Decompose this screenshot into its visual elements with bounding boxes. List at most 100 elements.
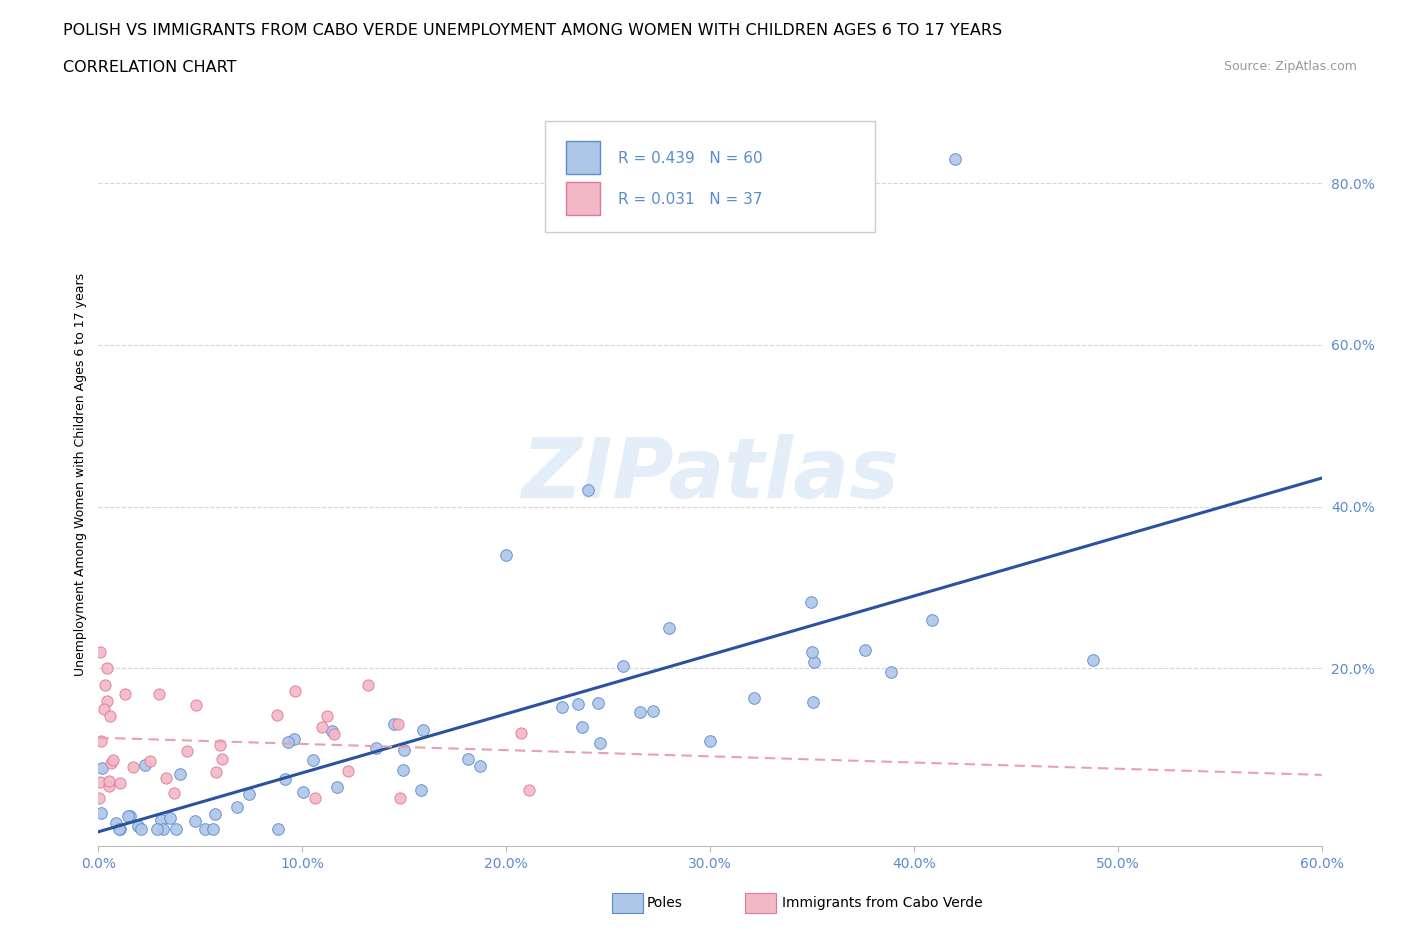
Point <box>145 822 167 837</box>
Point <box>880 665 903 680</box>
Point <box>589 735 612 750</box>
Point <box>387 717 409 732</box>
Point <box>150 812 173 827</box>
Point <box>89 774 111 789</box>
Point <box>468 759 491 774</box>
Point <box>274 771 297 786</box>
Point <box>205 764 228 779</box>
Point <box>163 786 186 801</box>
Point <box>641 703 664 718</box>
Point <box>301 752 323 767</box>
Point <box>658 620 681 635</box>
Point <box>97 779 120 794</box>
Point <box>382 716 405 731</box>
Point <box>148 686 170 701</box>
Point <box>943 152 966 166</box>
Point <box>226 799 249 814</box>
Point <box>311 720 333 735</box>
FancyBboxPatch shape <box>565 182 600 216</box>
Point <box>169 766 191 781</box>
Point <box>238 787 260 802</box>
Text: Immigrants from Cabo Verde: Immigrants from Cabo Verde <box>782 896 983 910</box>
Point <box>127 818 149 833</box>
Point <box>412 723 434 737</box>
Point <box>100 755 122 770</box>
Point <box>571 720 593 735</box>
Point <box>588 696 610 711</box>
Point <box>152 821 174 836</box>
Point <box>96 661 118 676</box>
Text: R = 0.439   N = 60: R = 0.439 N = 60 <box>619 151 763 166</box>
Point <box>204 807 226 822</box>
Point <box>291 784 314 799</box>
Point <box>321 724 343 738</box>
Point <box>284 684 307 698</box>
Point <box>211 752 233 767</box>
Point <box>96 693 118 708</box>
Point <box>628 705 651 720</box>
Text: Poles: Poles <box>647 896 683 910</box>
Point <box>315 708 337 723</box>
Point <box>517 782 540 797</box>
Point <box>90 760 112 775</box>
Point <box>277 735 299 750</box>
Point <box>742 691 765 706</box>
Text: ZIPatlas: ZIPatlas <box>522 433 898 515</box>
Text: POLISH VS IMMIGRANTS FROM CABO VERDE UNEMPLOYMENT AMONG WOMEN WITH CHILDREN AGES: POLISH VS IMMIGRANTS FROM CABO VERDE UNE… <box>63 23 1002 38</box>
Point <box>1083 652 1105 667</box>
Point <box>93 701 115 716</box>
Point <box>103 752 125 767</box>
FancyBboxPatch shape <box>546 121 875 232</box>
Point <box>139 753 162 768</box>
Point <box>176 744 198 759</box>
Point <box>209 737 232 752</box>
Point <box>108 822 131 837</box>
Point <box>392 743 415 758</box>
FancyBboxPatch shape <box>565 141 600 175</box>
Point <box>98 774 121 789</box>
Point <box>89 644 111 659</box>
Point <box>117 808 139 823</box>
Point <box>366 741 388 756</box>
Point <box>90 734 112 749</box>
Point <box>326 779 349 794</box>
Point <box>853 643 876 658</box>
Point <box>612 658 634 673</box>
Point <box>495 548 517 563</box>
Point <box>567 697 589 711</box>
Point <box>323 726 346 741</box>
Point <box>122 760 145 775</box>
Point <box>129 822 152 837</box>
Point <box>267 822 290 837</box>
Text: R = 0.031   N = 37: R = 0.031 N = 37 <box>619 192 763 206</box>
Point <box>510 725 533 740</box>
Point <box>391 763 413 777</box>
Point <box>184 698 207 713</box>
Point <box>94 677 117 692</box>
Point <box>457 751 479 766</box>
Point <box>800 594 823 609</box>
Point <box>409 782 432 797</box>
Text: CORRELATION CHART: CORRELATION CHART <box>63 60 236 75</box>
Point <box>801 644 824 659</box>
Point <box>110 822 132 837</box>
Point <box>803 655 825 670</box>
Point <box>194 822 217 837</box>
Point <box>90 805 112 820</box>
Point <box>87 790 110 805</box>
Point <box>202 822 225 837</box>
Point <box>165 822 187 837</box>
Point <box>105 816 128 830</box>
Point <box>801 695 824 710</box>
Point <box>108 775 131 790</box>
Point <box>304 790 326 805</box>
Point <box>576 483 599 498</box>
Text: Source: ZipAtlas.com: Source: ZipAtlas.com <box>1223 60 1357 73</box>
Point <box>159 810 181 825</box>
Point <box>155 770 177 785</box>
Point <box>283 732 305 747</box>
Point <box>134 758 156 773</box>
Point <box>699 734 721 749</box>
Point <box>98 709 121 724</box>
Point <box>388 790 411 805</box>
